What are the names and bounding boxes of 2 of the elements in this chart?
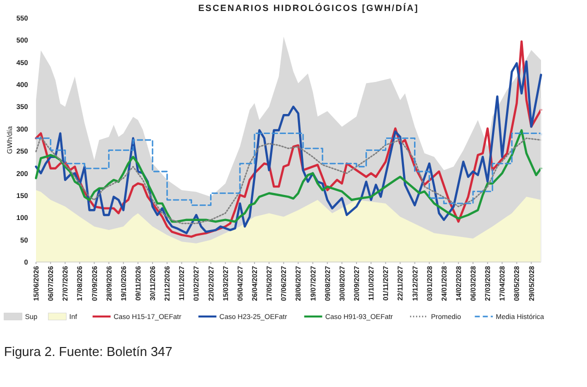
text: Figura 2. Fuente: Boletín 347 [4,344,172,359]
chart-title: ESCENARIOS HIDROLÓGICOS [GWH/DÍA] [198,3,419,13]
